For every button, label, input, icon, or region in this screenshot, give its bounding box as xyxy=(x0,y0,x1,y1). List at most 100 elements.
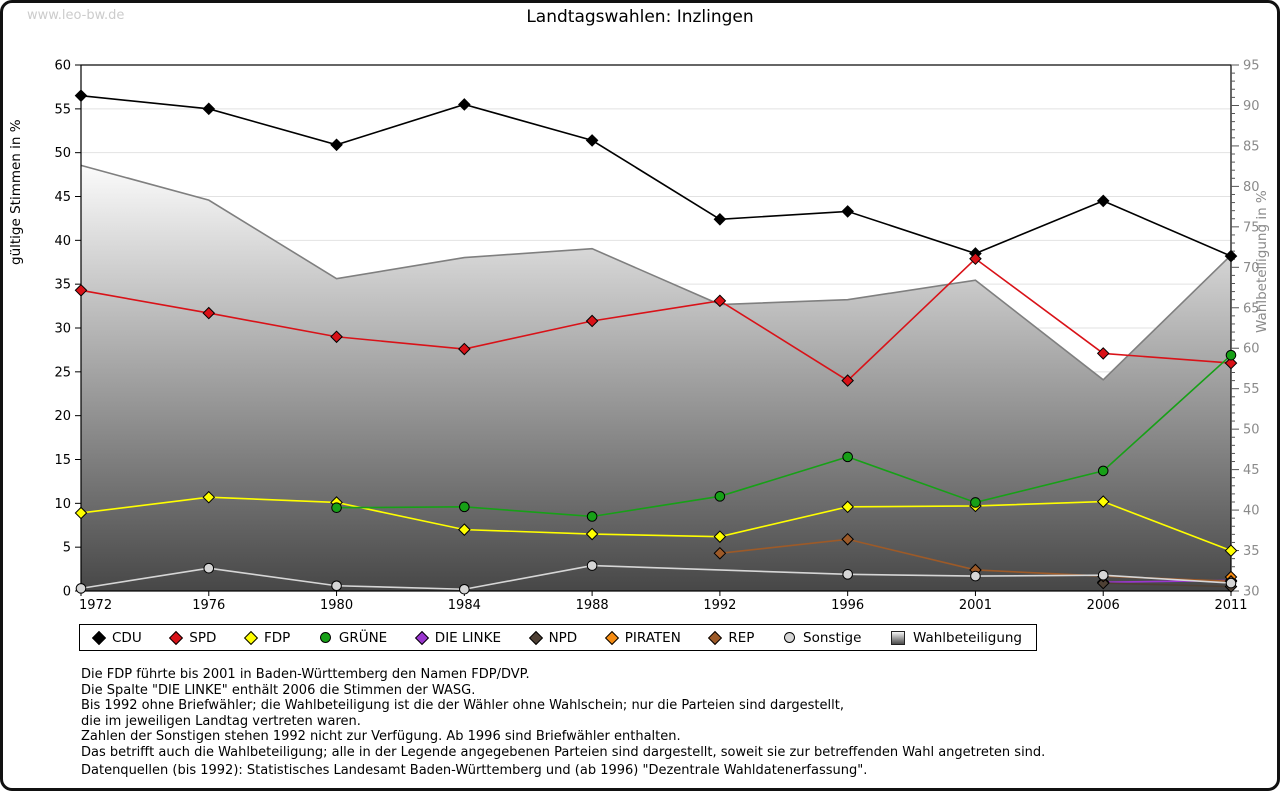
election-chart-svg: 0 5 10 15 20 25 30 35 40 45 50 55 60 30 35 40 45 50 55 60 65… xyxy=(8,59,1270,614)
data-point-marker[interactable] xyxy=(459,501,470,513)
data-point-marker[interactable] xyxy=(841,500,854,514)
svg-text:45: 45 xyxy=(54,190,71,205)
data-point-marker[interactable] xyxy=(1224,356,1238,370)
left-axis-ticks: 0 5 10 15 20 25 30 35 40 45 50 55 60 xyxy=(54,59,81,600)
data-point-marker[interactable] xyxy=(585,134,599,147)
svg-text:10: 10 xyxy=(54,497,71,512)
legend-label: REP xyxy=(728,629,755,646)
data-point-marker[interactable] xyxy=(841,205,854,218)
data-point-marker[interactable] xyxy=(1097,569,1109,581)
svg-text:35: 35 xyxy=(1243,544,1260,559)
data-point-marker[interactable] xyxy=(586,560,598,571)
data-point-marker[interactable] xyxy=(585,314,599,328)
svg-text:55: 55 xyxy=(1243,382,1260,397)
svg-text:65: 65 xyxy=(1243,301,1260,316)
data-point-marker[interactable] xyxy=(970,497,981,508)
data-point-marker[interactable] xyxy=(713,530,727,543)
svg-text:75: 75 xyxy=(1243,220,1260,235)
data-point-marker[interactable] xyxy=(458,523,471,536)
footnote-line: Das betrifft auch die Wahlbeteiligung; a… xyxy=(81,744,1046,760)
data-point-marker[interactable] xyxy=(1224,544,1238,557)
legend-item-grune[interactable]: GRÜNE xyxy=(319,629,388,646)
data-point-marker[interactable] xyxy=(331,580,342,592)
legend-item-wahlbeteiligung[interactable]: Wahlbeteiligung xyxy=(890,629,1022,646)
data-point-marker[interactable] xyxy=(841,532,854,546)
left-axis-title: gültige Stimmen in % xyxy=(8,119,24,265)
grune-legend-marker-icon xyxy=(319,632,331,643)
legend-label: NPD xyxy=(548,629,578,646)
data-point-marker[interactable] xyxy=(714,491,726,502)
svg-text:2011: 2011 xyxy=(1214,598,1247,613)
right-axis-title: Wahlbeteiligung in % xyxy=(1254,190,1270,333)
data-point-marker[interactable] xyxy=(970,570,981,582)
legend-item-rep[interactable]: REP xyxy=(708,629,755,646)
svg-text:2006: 2006 xyxy=(1087,598,1120,613)
svg-text:50: 50 xyxy=(54,146,71,161)
legend-item-piraten[interactable]: PIRATEN xyxy=(604,630,681,646)
svg-text:2001: 2001 xyxy=(959,598,992,613)
svg-text:40: 40 xyxy=(54,234,71,249)
data-point-marker[interactable] xyxy=(842,451,853,463)
legend-label: DIE LINKE xyxy=(434,629,501,646)
footnote-line: die im jeweiligen Landtag vertreten ware… xyxy=(81,713,361,729)
data-point-marker[interactable] xyxy=(713,212,727,226)
data-point-marker[interactable] xyxy=(202,102,216,116)
data-point-marker[interactable] xyxy=(1097,465,1109,477)
right-axis-ticks: 30 35 40 45 50 55 60 65 70 75 80 85 90 95 xyxy=(1231,59,1260,600)
series-line-grune xyxy=(336,354,1232,518)
legend-label: FDP xyxy=(263,629,291,646)
legend-label: Wahlbeteiligung xyxy=(912,629,1022,646)
series-cdu xyxy=(74,89,1238,263)
data-point-marker[interactable] xyxy=(585,527,599,541)
data-point-marker[interactable] xyxy=(1096,347,1110,360)
data-point-marker[interactable] xyxy=(841,374,854,387)
legend-item-spd[interactable]: SPD xyxy=(169,630,216,646)
data-point-marker[interactable] xyxy=(1096,576,1110,590)
data-point-marker[interactable] xyxy=(459,583,470,595)
legend-item-npd[interactable]: NPD xyxy=(528,629,578,646)
legend-item-die-linke[interactable]: DIE LINKE xyxy=(414,629,501,646)
data-point-marker[interactable] xyxy=(458,342,471,356)
data-point-marker[interactable] xyxy=(331,502,342,514)
data-point-marker[interactable] xyxy=(713,546,727,560)
data-point-marker[interactable] xyxy=(75,583,87,594)
data-point-marker[interactable] xyxy=(1225,349,1237,361)
legend-item-cdu[interactable]: CDU xyxy=(91,630,142,646)
svg-text:0: 0 xyxy=(63,585,71,600)
die-linke-legend-marker-icon xyxy=(414,630,429,645)
legend-label: GRÜNE xyxy=(338,629,388,646)
data-point-marker[interactable] xyxy=(74,89,88,102)
data-point-marker[interactable] xyxy=(203,562,215,574)
series-spd xyxy=(74,252,1238,387)
svg-text:80: 80 xyxy=(1243,180,1260,195)
watermark: www.leo-bw.de xyxy=(27,8,125,23)
svg-text:50: 50 xyxy=(1243,423,1260,438)
data-point-marker[interactable] xyxy=(458,98,471,111)
svg-text:25: 25 xyxy=(54,365,71,380)
data-point-marker[interactable] xyxy=(1096,495,1110,508)
data-point-marker[interactable] xyxy=(330,330,343,344)
data-point-marker[interactable] xyxy=(842,569,853,580)
data-point-marker[interactable] xyxy=(1096,194,1110,208)
data-point-marker[interactable] xyxy=(713,294,727,308)
data-point-marker[interactable] xyxy=(1225,577,1237,589)
data-point-marker[interactable] xyxy=(330,138,343,152)
data-point-marker[interactable] xyxy=(202,490,216,504)
svg-text:1992: 1992 xyxy=(703,598,736,613)
fdp-legend-marker-icon xyxy=(243,630,259,645)
svg-text:40: 40 xyxy=(1243,504,1260,519)
legend-item-sonstige[interactable]: Sonstige xyxy=(784,630,861,646)
series-line-spd xyxy=(80,257,1232,382)
data-point-marker[interactable] xyxy=(1224,249,1238,263)
rep-legend-marker-icon xyxy=(708,630,723,645)
series-grune xyxy=(331,349,1237,522)
data-point-marker[interactable] xyxy=(202,306,216,320)
data-point-marker[interactable] xyxy=(74,506,88,520)
data-point-marker[interactable] xyxy=(74,283,88,297)
svg-text:90: 90 xyxy=(1243,99,1260,114)
svg-text:30: 30 xyxy=(54,322,71,337)
legend-item-fdp[interactable]: FDP xyxy=(243,629,291,646)
data-point-marker[interactable] xyxy=(969,252,982,266)
data-point-marker[interactable] xyxy=(586,511,598,522)
